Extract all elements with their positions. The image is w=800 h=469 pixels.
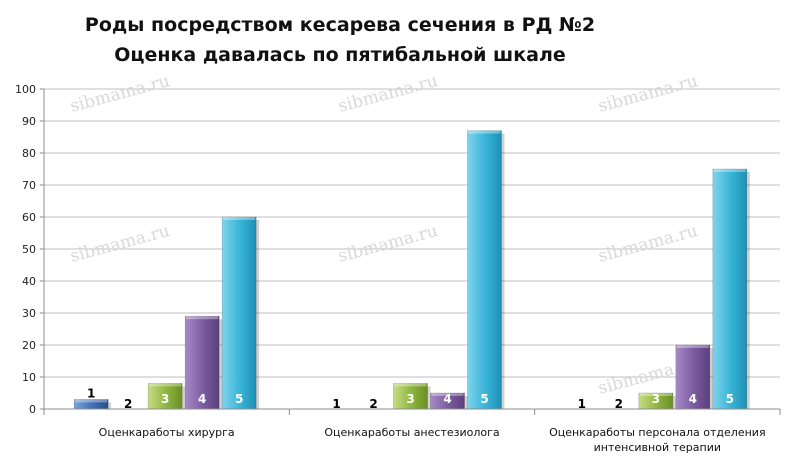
- bar-cap: [394, 383, 427, 387]
- axes: 0 10 20 30 40 50 60 70 80 90 100 Оценкаработы хирур…: [15, 83, 781, 454]
- data-label: 2: [124, 397, 132, 411]
- y-tick-label: 60: [22, 211, 36, 224]
- data-label: 2: [615, 397, 623, 411]
- bar: [184, 315, 220, 410]
- data-label: 1: [332, 397, 340, 411]
- watermark-text: sibmama.ru: [336, 221, 440, 267]
- x-category-label: интенсивной терапии: [594, 441, 721, 454]
- watermark-text: sibmama.ru: [596, 221, 700, 267]
- bar-cap: [186, 316, 219, 320]
- y-tick-label: 50: [22, 243, 36, 256]
- bar-cap: [223, 217, 256, 220]
- bar-shadow: [427, 386, 431, 409]
- bar-cap: [713, 169, 746, 172]
- y-tick-label: 100: [15, 83, 36, 96]
- watermark-text: sibmama.ru: [68, 71, 172, 117]
- watermark-text: sibmama.ru: [596, 71, 700, 117]
- y-tick-label: 40: [22, 275, 36, 288]
- data-label: 1: [87, 386, 95, 400]
- bar-cap: [149, 383, 182, 387]
- bar-shadow: [464, 396, 468, 409]
- y-tick-label: 80: [22, 147, 36, 160]
- data-label: 4: [198, 392, 206, 406]
- data-label: 3: [161, 392, 169, 406]
- x-category-label: Оценкаработы анестезиолога: [324, 426, 499, 439]
- watermarks: sibmama.ru sibmama.ru sibmama.ru sibmama.ru…: [68, 71, 700, 399]
- data-label: 4: [689, 392, 697, 406]
- chart-title: Роды посредством кесарева сечения в РД №…: [84, 14, 596, 36]
- y-tick-label: 90: [22, 115, 36, 128]
- x-category-label: Оценкаработы персонала отделения: [549, 426, 766, 439]
- y-tick-label: 20: [22, 339, 36, 352]
- bar-shadow: [256, 220, 260, 409]
- bar-cap: [468, 130, 501, 134]
- bar-shadow: [746, 172, 750, 409]
- chart-subtitle: Оценка давалась по пятибальной шкале: [114, 44, 566, 66]
- bar-cap: [75, 399, 108, 403]
- watermark-text: sibmama.ru: [68, 221, 172, 267]
- bar-shadow: [709, 348, 713, 409]
- gridlines: [44, 88, 780, 378]
- y-tick-label: 70: [22, 179, 36, 192]
- bar: [675, 344, 711, 410]
- bar-cap: [431, 393, 464, 396]
- bar-shadow: [672, 396, 676, 409]
- bars: 1 2 3 4 5 1 2 3 4 5 1 2 3 4 5: [73, 130, 750, 411]
- bar: [467, 130, 502, 410]
- y-tick-label: 0: [29, 403, 36, 416]
- bar-cap: [639, 393, 672, 396]
- bar-shadow: [182, 386, 186, 409]
- bar-shadow: [501, 133, 505, 409]
- bar-shadow: [108, 402, 112, 409]
- x-category-label: Оценкаработы хирурга: [99, 426, 235, 439]
- data-label: 4: [443, 392, 451, 406]
- data-label: 5: [480, 392, 488, 406]
- data-label: 3: [652, 392, 660, 406]
- data-label: 1: [578, 397, 586, 411]
- data-label: 5: [726, 392, 734, 406]
- watermark-text: sibmama.ru: [336, 71, 440, 117]
- bar: [221, 216, 257, 410]
- bar: [393, 383, 428, 410]
- data-label: 3: [406, 392, 414, 406]
- y-tick-label: 30: [22, 307, 36, 320]
- bar: [147, 383, 183, 410]
- bar-shadow: [219, 319, 223, 409]
- data-label: 2: [369, 397, 377, 411]
- bar-cap: [676, 345, 709, 348]
- data-label: 5: [235, 392, 243, 406]
- bar: [712, 168, 748, 410]
- y-tick-label: 10: [22, 371, 36, 384]
